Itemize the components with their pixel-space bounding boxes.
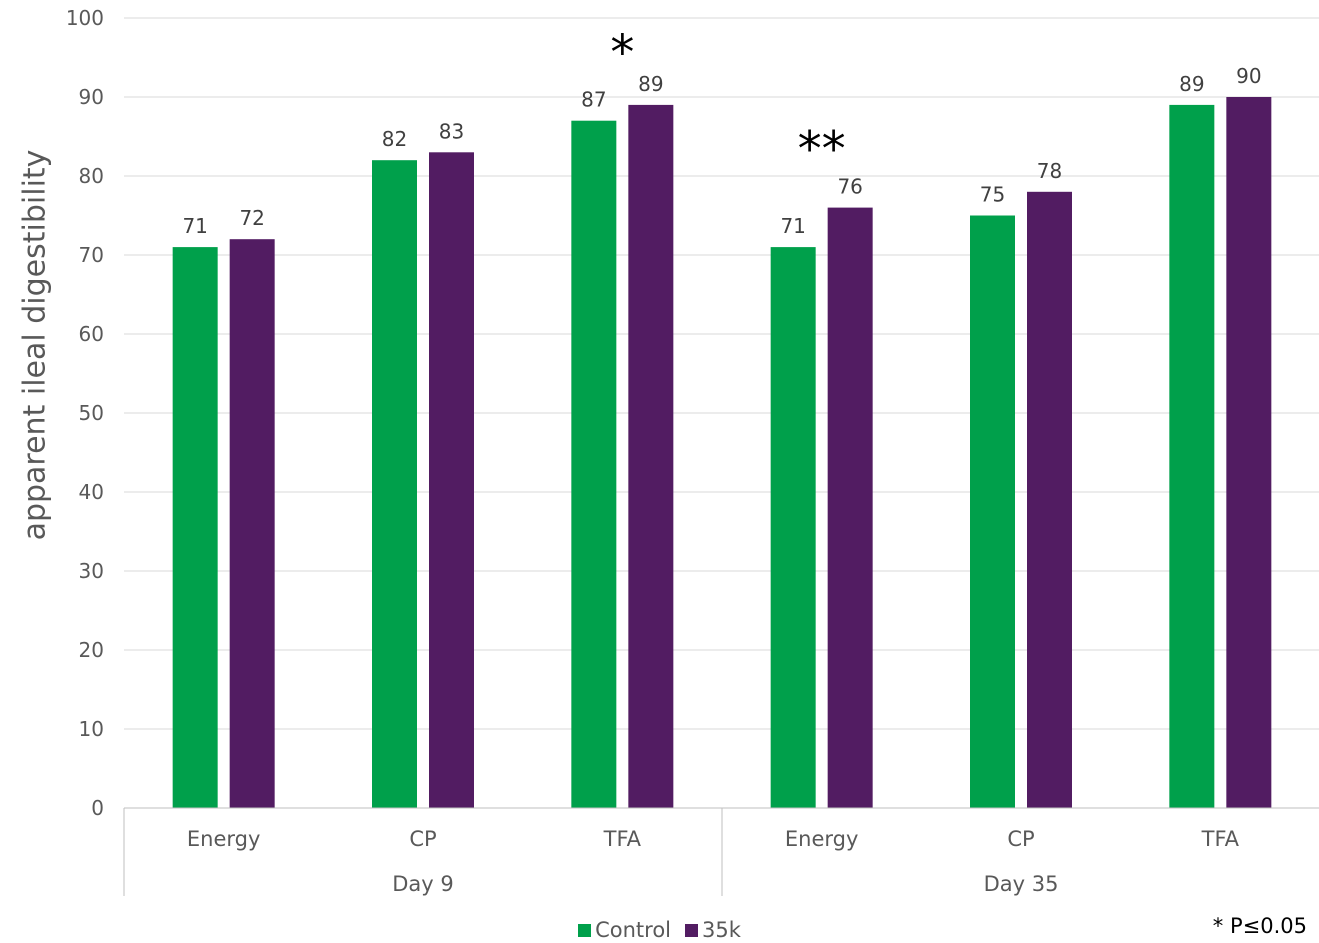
x-tick-label: CP: [1007, 827, 1034, 851]
data-label: 87: [581, 88, 606, 112]
legend-swatch-35k: [685, 923, 699, 937]
bar-control: [1169, 104, 1215, 808]
bar-control: [970, 215, 1015, 808]
y-tick-label: 30: [79, 559, 104, 583]
significance-mark: **: [798, 122, 846, 178]
significance-mark: *: [610, 25, 634, 81]
group-label: Day 35: [984, 872, 1059, 896]
bar-35k: [1027, 191, 1072, 809]
y-tick-label: 70: [79, 243, 104, 267]
y-tick-label: 20: [79, 638, 104, 662]
legend-label-35k: 35k: [702, 918, 741, 942]
bar-35k: [827, 207, 873, 809]
data-label: 90: [1236, 64, 1261, 88]
x-tick-label: TFA: [1201, 827, 1240, 851]
bar-control: [571, 120, 617, 808]
bar-control: [372, 160, 417, 808]
y-tick-label: 40: [79, 480, 104, 504]
data-label: 78: [1037, 159, 1062, 183]
y-tick-label: 80: [79, 164, 104, 188]
bar-control: [770, 247, 816, 809]
y-tick-label: 50: [79, 401, 104, 425]
y-tick-label: 10: [79, 717, 104, 741]
data-label: 76: [837, 175, 862, 199]
data-label: 72: [239, 206, 264, 230]
x-tick-label: Energy: [785, 827, 859, 851]
data-label: 89: [638, 72, 663, 96]
group-label: Day 9: [392, 872, 454, 896]
data-label: 75: [980, 183, 1005, 207]
x-tick-label: TFA: [603, 827, 642, 851]
bar-35k: [1226, 97, 1272, 808]
data-label: 89: [1179, 72, 1204, 96]
y-tick-label: 60: [79, 322, 104, 346]
data-label: 71: [182, 214, 207, 238]
legend: Control 35k: [0, 918, 1319, 942]
data-label: 71: [780, 214, 805, 238]
data-label: 83: [439, 119, 464, 143]
legend-label-control: Control: [595, 918, 672, 942]
x-tick-label: Energy: [187, 827, 261, 851]
legend-item-control: Control: [578, 918, 671, 942]
y-tick-label: 90: [79, 85, 104, 109]
bar-35k: [429, 152, 474, 809]
significance-footnote: * P≤0.05: [1212, 914, 1307, 938]
bar-control: [172, 247, 218, 809]
x-tick-label: CP: [409, 827, 436, 851]
data-label: 82: [382, 127, 407, 151]
y-tick-label: 100: [66, 6, 104, 30]
legend-item-35k: 35k: [685, 918, 741, 942]
legend-swatch-control: [578, 923, 592, 937]
bar-35k: [229, 239, 275, 808]
y-tick-label: 0: [91, 796, 104, 820]
bar-35k: [628, 104, 674, 808]
